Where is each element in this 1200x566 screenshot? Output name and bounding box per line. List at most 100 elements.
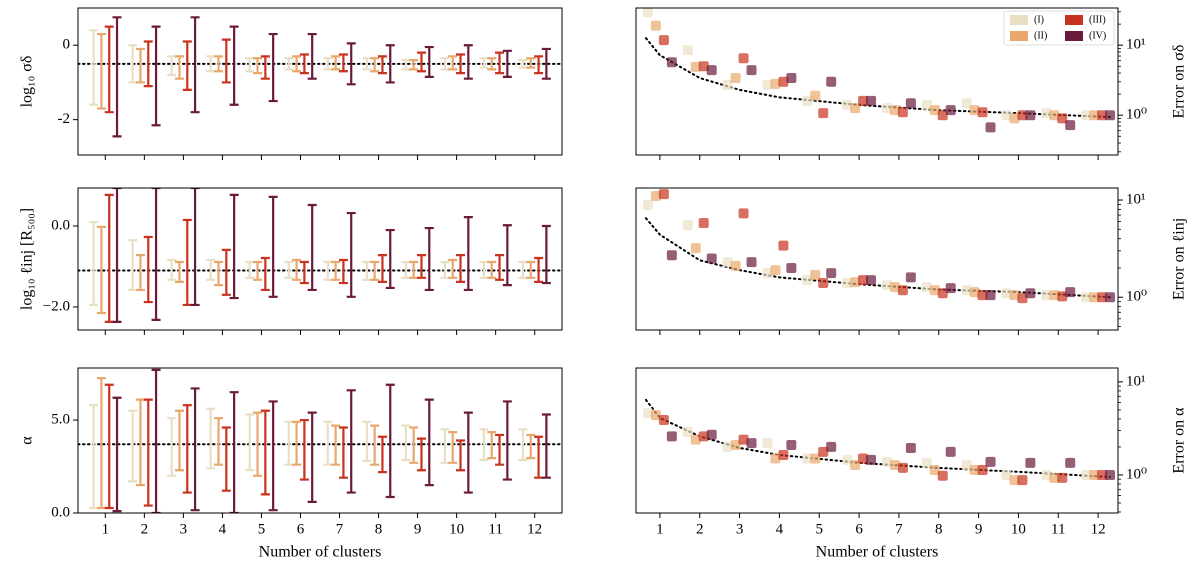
marker xyxy=(682,426,693,437)
x-tick-label: 12 xyxy=(1091,521,1106,537)
marker xyxy=(969,287,980,298)
marker xyxy=(929,105,940,116)
error-bar xyxy=(221,38,231,84)
marker xyxy=(985,122,996,133)
marker xyxy=(1049,472,1060,483)
error-bar xyxy=(385,383,395,499)
y-tick-label: −2.0 xyxy=(43,298,70,314)
error-bar xyxy=(307,203,317,292)
marker xyxy=(746,257,757,268)
marker xyxy=(921,282,932,293)
error-bar xyxy=(502,224,512,287)
error-bar xyxy=(89,29,99,106)
marker xyxy=(1065,287,1076,298)
error-bar xyxy=(440,57,450,71)
x-tick-label: 1 xyxy=(656,521,664,537)
error-bar xyxy=(479,260,489,279)
error-bar xyxy=(307,32,317,80)
axes-frame xyxy=(635,7,1119,156)
marker xyxy=(1001,110,1012,121)
x-tick-label: 3 xyxy=(180,521,188,537)
marker xyxy=(746,438,757,449)
error-bar xyxy=(174,409,184,472)
marker xyxy=(969,105,980,116)
marker xyxy=(1065,120,1076,131)
error-bar xyxy=(463,44,473,80)
marker xyxy=(730,439,741,450)
marker xyxy=(1025,110,1036,121)
y-tick-label: 10⁰ xyxy=(1126,289,1147,305)
error-bar xyxy=(456,53,466,75)
error-bar xyxy=(534,55,544,75)
error-bar xyxy=(495,254,505,281)
marker xyxy=(690,61,701,72)
marker xyxy=(722,80,733,91)
x-tick-label: 2 xyxy=(696,521,704,537)
marker xyxy=(778,240,789,251)
x-tick-label: 2 xyxy=(141,521,149,537)
marker xyxy=(1025,288,1036,299)
marker xyxy=(666,250,677,261)
marker xyxy=(937,110,948,121)
marker xyxy=(866,95,877,106)
x-axis-label: Number of clusters xyxy=(259,544,382,561)
error-bar xyxy=(190,188,200,307)
x-tick-label: 11 xyxy=(488,521,502,537)
error-bar xyxy=(299,260,309,285)
error-bar xyxy=(526,57,536,69)
error-bar xyxy=(331,260,341,281)
marker xyxy=(1081,469,1092,480)
reference-curve xyxy=(644,398,1112,479)
marker xyxy=(738,434,749,445)
marker xyxy=(642,8,653,18)
x-tick-label: 11 xyxy=(1051,521,1065,537)
y-tick-label: 10¹ xyxy=(1126,373,1146,389)
x-tick-label: 12 xyxy=(527,521,542,537)
error-bar xyxy=(518,428,528,462)
marker xyxy=(778,449,789,460)
y-tick-label: 10⁰ xyxy=(1126,107,1147,123)
marker xyxy=(818,446,829,457)
marker xyxy=(802,95,813,106)
error-bar xyxy=(190,16,200,114)
marker xyxy=(921,99,932,110)
marker xyxy=(866,275,877,286)
marker xyxy=(921,457,932,468)
error-bar xyxy=(409,59,419,71)
marker xyxy=(1057,472,1068,483)
error-bar xyxy=(268,195,278,298)
error-bar xyxy=(206,55,216,73)
error-bar xyxy=(96,225,106,315)
marker xyxy=(802,275,813,286)
error-bar xyxy=(135,254,145,292)
y-tick-label: 0.0 xyxy=(51,217,70,233)
plot-area xyxy=(642,189,1116,304)
error-bar xyxy=(370,260,380,281)
marker xyxy=(738,53,749,64)
marker xyxy=(698,61,709,72)
error-bar xyxy=(299,53,309,75)
y-axis-label: Error on ℓinj xyxy=(1171,218,1188,300)
error-bar xyxy=(331,55,341,71)
error-bar xyxy=(151,188,161,321)
error-bar xyxy=(135,398,145,487)
error-bar xyxy=(112,396,122,513)
marker xyxy=(810,90,821,101)
marker xyxy=(858,95,869,106)
error-bar xyxy=(401,260,411,279)
error-bar xyxy=(502,400,512,481)
legend-swatch xyxy=(1065,15,1083,25)
error-bar xyxy=(416,51,426,73)
x-tick-label: 4 xyxy=(219,521,227,537)
error-bar xyxy=(346,211,356,298)
x-tick-label: 6 xyxy=(855,521,863,537)
marker xyxy=(1041,469,1052,480)
error-bar xyxy=(346,42,356,86)
error-bar xyxy=(143,398,153,507)
error-bar xyxy=(167,417,177,477)
marker xyxy=(698,431,709,442)
marker xyxy=(810,453,821,464)
error-bar xyxy=(526,433,536,460)
legend-swatch xyxy=(1065,31,1083,41)
